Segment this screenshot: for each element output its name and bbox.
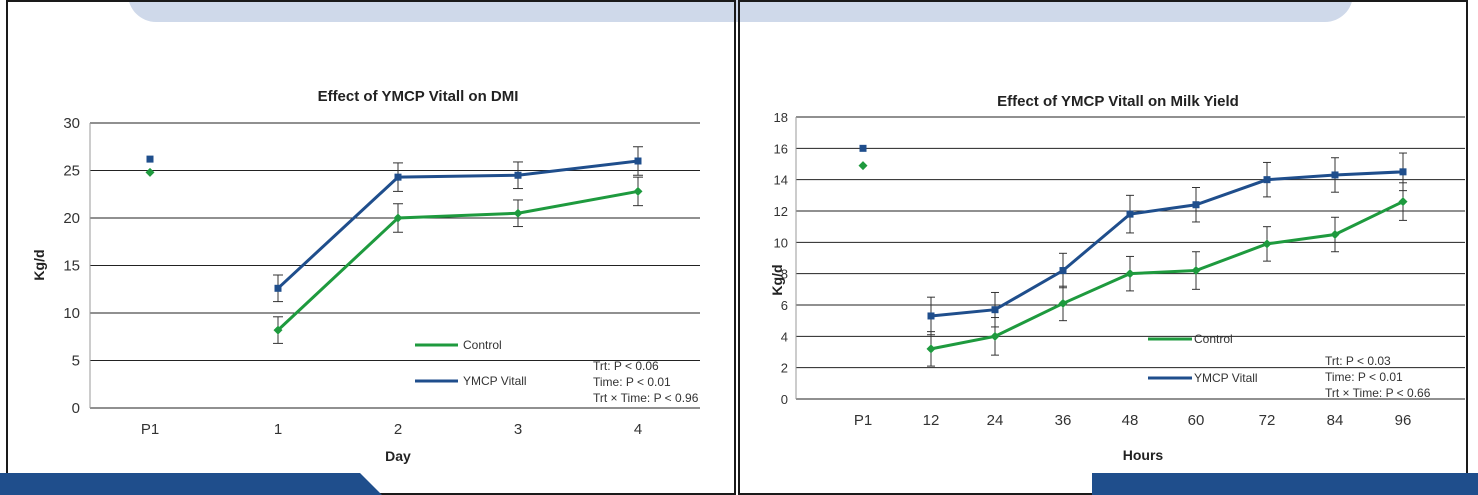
series-line-ymcp-vitall	[931, 172, 1403, 316]
data-point-control	[927, 344, 936, 353]
y-tick-label: 2	[781, 361, 788, 376]
data-point-ymcp-vitall	[1060, 267, 1067, 274]
data-point-ymcp-vitall	[1264, 176, 1271, 183]
data-point-control	[859, 161, 868, 170]
x-tick-label: 12	[923, 412, 940, 429]
data-point-ymcp-vitall	[1127, 211, 1134, 218]
x-tick-label: 72	[1259, 412, 1276, 429]
x-tick-label: P1	[854, 412, 872, 429]
y-tick-label: 14	[774, 173, 788, 188]
legend-label: YMCP Vitall	[1194, 371, 1258, 385]
x-tick-label: 36	[1055, 412, 1072, 429]
y-tick-label: 0	[781, 392, 788, 407]
stats-annotation: Time: P < 0.01	[1325, 370, 1403, 384]
data-point-ymcp-vitall	[992, 306, 999, 313]
legend-label: Control	[1194, 332, 1233, 346]
y-tick-label: 18	[774, 110, 788, 125]
y-tick-label: 12	[774, 204, 788, 219]
y-tick-label: 10	[774, 235, 788, 250]
chart-title: Effect of YMCP Vitall on Milk Yield	[997, 93, 1239, 110]
stats-annotation: Trt × Time: P < 0.66	[1325, 386, 1431, 400]
data-point-ymcp-vitall	[860, 145, 867, 152]
stats-annotation: Trt: P < 0.03	[1325, 354, 1391, 368]
data-point-ymcp-vitall	[1193, 201, 1200, 208]
y-tick-label: 4	[781, 329, 788, 344]
x-tick-label: 24	[987, 412, 1004, 429]
data-point-control	[1126, 269, 1135, 278]
data-point-ymcp-vitall	[1332, 171, 1339, 178]
y-tick-label: 16	[774, 141, 788, 156]
y-axis-label: Kg/d	[769, 264, 785, 295]
x-axis-label: Hours	[1123, 447, 1164, 463]
x-tick-label: 60	[1188, 412, 1205, 429]
y-tick-label: 6	[781, 298, 788, 313]
series-line-control	[931, 202, 1403, 349]
x-tick-label: 84	[1327, 412, 1344, 429]
x-tick-label: 48	[1122, 412, 1139, 429]
x-tick-label: 96	[1395, 412, 1412, 429]
data-point-control	[1263, 239, 1272, 248]
data-point-ymcp-vitall	[1400, 168, 1407, 175]
data-point-ymcp-vitall	[928, 312, 935, 319]
